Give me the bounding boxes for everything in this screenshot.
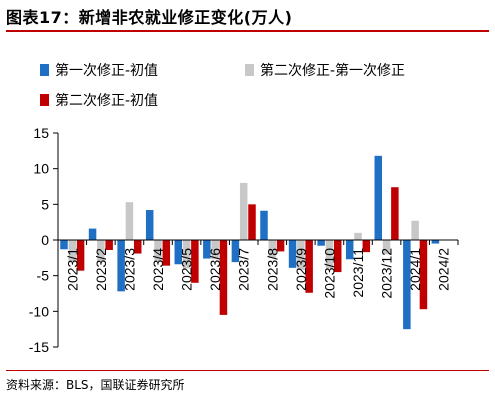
bar-2: [68, 240, 77, 262]
legend-swatch-series-2: [245, 64, 254, 76]
y-tick-label: -15: [29, 339, 49, 355]
bar-2: [354, 232, 362, 240]
x-tick-label: 2023/9: [293, 248, 309, 291]
legend-swatch-series-1: [40, 64, 49, 76]
x-tick-label: 2023/3: [121, 248, 137, 291]
bar-1: [231, 240, 240, 263]
x-tick-label: 2023/1: [64, 248, 80, 291]
bar-1: [117, 240, 125, 292]
y-tick-label: -5: [37, 268, 50, 284]
bar-2: [325, 240, 334, 269]
bar-2: [182, 240, 191, 269]
bar-3: [219, 240, 228, 315]
bar-3: [191, 240, 199, 283]
bar-1: [60, 240, 68, 250]
bar-1: [403, 240, 411, 330]
bar-1: [345, 240, 354, 260]
bar-3: [276, 240, 285, 252]
bar-3: [248, 204, 256, 240]
bar-2: [382, 240, 391, 255]
y-tick-label: 0: [41, 232, 49, 248]
y-tick-label: 15: [33, 125, 49, 141]
bar-1: [431, 240, 440, 244]
bar-3: [391, 187, 399, 240]
bar-3: [305, 240, 313, 293]
bar-1: [374, 155, 383, 240]
bar-3: [105, 240, 113, 250]
bar-3: [76, 240, 85, 271]
x-tick-label: 2023/5: [179, 248, 195, 291]
bar-2: [297, 240, 305, 270]
bar-3: [133, 240, 142, 254]
bar-3: [333, 240, 342, 273]
bar-1: [88, 228, 97, 240]
bar-1: [145, 210, 154, 240]
bar-3: [419, 240, 428, 310]
x-tick-label: 2024/1: [407, 248, 423, 291]
legend-label-series-2: 第二次修正-第一次修正: [260, 63, 406, 79]
bar-1: [203, 240, 211, 259]
chart-title: 图表17：新增非农就业修正变化(万人): [6, 8, 293, 27]
bar-1: [317, 240, 325, 246]
legend-swatch-series-3: [40, 94, 49, 106]
bar-1: [260, 210, 268, 240]
x-tick-label: 2023/4: [150, 248, 166, 291]
bar-2: [411, 220, 419, 240]
legend-item-series-3: 第二次修正-初值: [40, 90, 158, 110]
legend-label-series-3: 第二次修正-初值: [55, 93, 159, 109]
footer-divider: [6, 370, 489, 371]
x-tick-label: 2023/11: [350, 248, 366, 298]
x-tick-label: 2023/6: [207, 248, 223, 291]
x-tick-label: 2023/12: [379, 248, 395, 299]
x-tick-label: 2023/10: [321, 248, 337, 299]
bar-2: [239, 182, 248, 240]
y-tick-label: -10: [29, 303, 49, 319]
bar-1: [288, 240, 297, 268]
bar-1: [174, 240, 183, 265]
title-divider: [6, 30, 489, 32]
bar-2: [211, 240, 219, 260]
bar-2: [97, 240, 105, 262]
bar-3: [162, 240, 171, 266]
y-tick-label: 5: [41, 196, 49, 212]
bar-2: [125, 202, 134, 240]
y-tick-label: 10: [33, 161, 49, 177]
bar-2: [268, 240, 277, 258]
legend-item-series-1: 第一次修正-初值: [40, 60, 158, 80]
legend-item-series-2: 第二次修正-第一次修正: [245, 60, 405, 80]
x-tick-label: 2024/2: [436, 248, 452, 291]
x-tick-label: 2023/8: [264, 248, 280, 291]
legend-label-series-1: 第一次修正-初值: [55, 63, 159, 79]
x-tick-label: 2023/7: [236, 248, 252, 291]
x-tick-label: 2023/2: [93, 248, 109, 291]
bar-2: [154, 240, 162, 262]
bar-3: [362, 240, 371, 253]
source-note: 资料来源：BLS，国联证券研究所: [6, 378, 185, 392]
